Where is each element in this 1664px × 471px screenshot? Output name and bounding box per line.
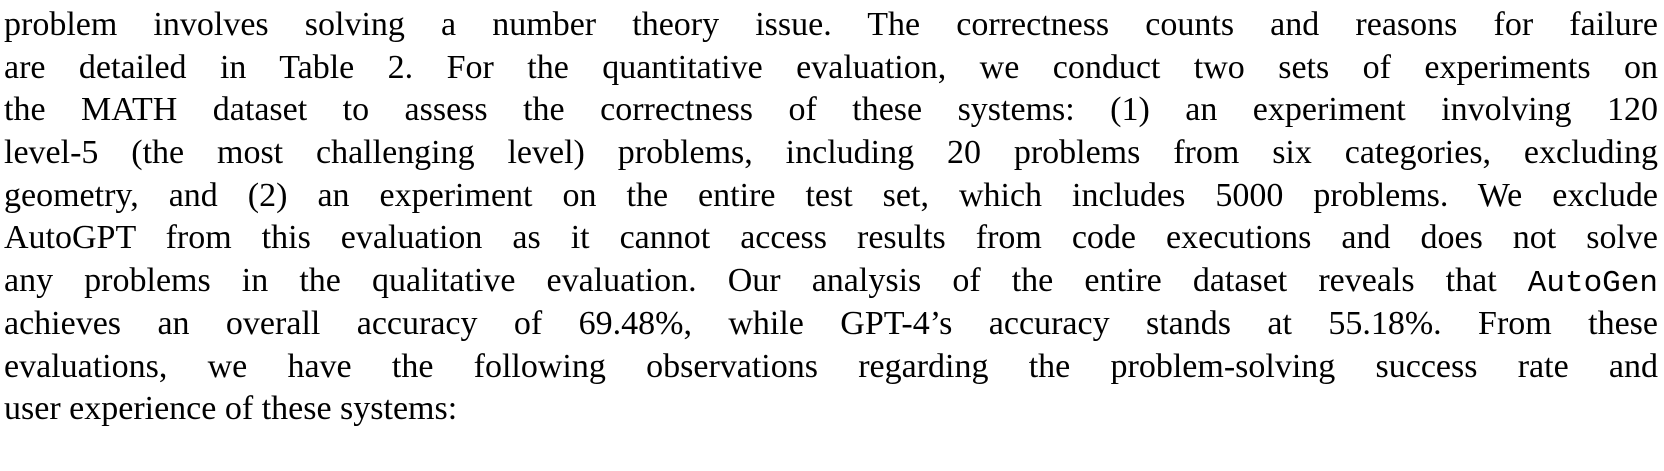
paragraph-line-8: achieves an overall accuracy of 69.48%, … [4,304,1658,342]
paragraph-line-7-text: any problems in the qualitative evaluati… [4,262,1528,300]
paragraph-line-9: evaluations, we have the following obser… [4,347,1658,385]
paragraph-line-6: AutoGPT from this evaluation as it canno… [4,219,1658,257]
autogen-code-term: AutoGen [1527,266,1658,302]
paragraph-line-3: the MATH dataset to assess the correctne… [4,91,1658,129]
paragraph-line-4: level-5 (the most challenging level) pro… [4,134,1658,172]
paragraph-line-5: geometry, and (2) an experiment on the e… [4,176,1658,214]
body-paragraph: problem involves solving a number theory… [4,4,1658,431]
paragraph-line-7: any problems in the qualitative evaluati… [4,260,1658,303]
paragraph-line-10: user experience of these systems: [4,390,458,428]
paragraph-line-1: problem involves solving a number theory… [4,6,1658,43]
paragraph-line-2: are detailed in Table 2. For the quantit… [4,48,1658,86]
